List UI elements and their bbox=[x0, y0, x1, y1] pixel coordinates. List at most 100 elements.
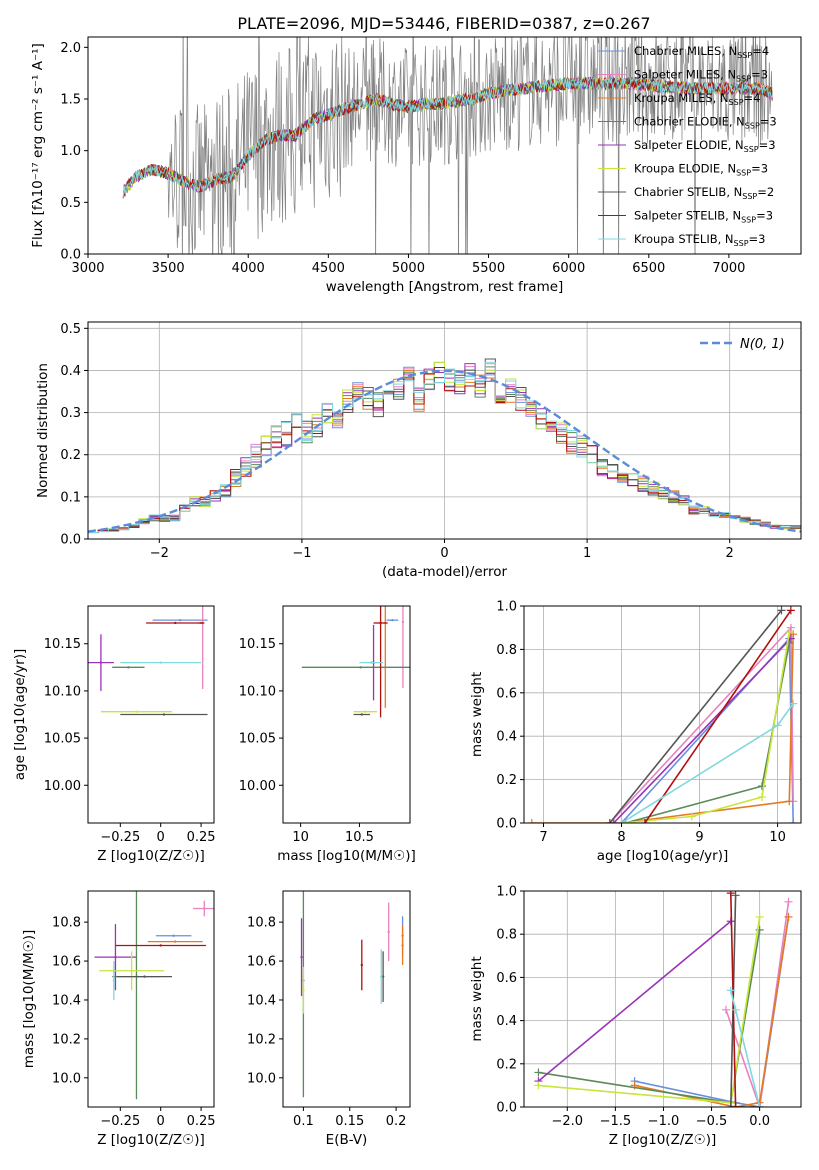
panel-mass-weight-vs-Z: −2.0 −1.5 −1.0 −0.5 0.0 0.0 0.2 0.4 0.6 0.8 1.0 Z [… bbox=[469, 885, 802, 1148]
x-tick-label: 0.25 bbox=[187, 1114, 216, 1129]
weight-marker bbox=[534, 1068, 543, 1077]
data-point bbox=[203, 907, 206, 910]
weight-marker bbox=[726, 986, 735, 995]
weight-marker bbox=[726, 1103, 735, 1107]
x-tick-label: 0.15 bbox=[335, 1114, 364, 1129]
data-point bbox=[380, 975, 383, 978]
weight-marker bbox=[527, 819, 536, 823]
x-tick-label: 7000 bbox=[712, 261, 745, 276]
data-point bbox=[364, 710, 367, 713]
weight-line bbox=[609, 625, 794, 823]
x-tick-label: 6000 bbox=[552, 261, 585, 276]
x-tick-label: 7 bbox=[539, 830, 547, 845]
x-tick-label: −2 bbox=[150, 546, 169, 561]
weight-marker bbox=[784, 897, 793, 906]
x-tick-label: 9 bbox=[695, 830, 703, 845]
axes-frame bbox=[87, 605, 215, 824]
x-axis-label: Z [log10(Z/Z☉)] bbox=[97, 1132, 205, 1148]
axes-frame bbox=[523, 605, 802, 824]
x-tick-label: −0.25 bbox=[100, 830, 140, 845]
legend: Chabrier MILES, NSSP=4 Salpeter MILES, NS… bbox=[598, 44, 777, 248]
weight-marker bbox=[789, 699, 798, 708]
x-tick-label: 8 bbox=[617, 830, 625, 845]
weight-marker bbox=[785, 797, 794, 806]
x-tick-label: 2 bbox=[726, 546, 734, 561]
data-point bbox=[387, 930, 390, 934]
y-tick-label: 10.10 bbox=[44, 684, 81, 699]
weight-marker bbox=[777, 606, 786, 615]
data-point bbox=[99, 661, 103, 664]
legend-entry: Salpeter STELIB, NSSP=3 bbox=[634, 209, 773, 225]
y-axis-label: age [log10(age/yr)] bbox=[12, 649, 28, 781]
x-tick-label: 0.2 bbox=[386, 1114, 407, 1129]
y-tick-label: 1.0 bbox=[496, 600, 517, 615]
y-tick-label: 0.0 bbox=[60, 248, 81, 263]
y-tick-label: 0.6 bbox=[496, 686, 517, 701]
plot-area bbox=[122, 37, 773, 254]
y-tick-label: 10.05 bbox=[44, 732, 81, 747]
weight-line bbox=[725, 901, 790, 1107]
weight-line bbox=[538, 929, 761, 1104]
y-tick-label: 0.0 bbox=[496, 1101, 517, 1116]
x-axis-label: (data-model)/error bbox=[382, 564, 508, 580]
legend-entry: Chabrier STELIB, NSSP=2 bbox=[634, 185, 774, 201]
y-tick-label: 0.2 bbox=[496, 1057, 517, 1072]
weight-line bbox=[537, 920, 732, 1082]
y-tick-label: 10.6 bbox=[247, 955, 276, 970]
panel-residuals: −2 −1 0 1 2 0.0 0.1 0.2 0.3 0.4 0.5 (data-model)/er… bbox=[35, 321, 802, 580]
y-tick-label: 1.5 bbox=[60, 93, 81, 108]
y-tick-label: 0.5 bbox=[60, 322, 81, 337]
figure-title: PLATE=2096, MJD=53446, FIBERID=0387, z=0… bbox=[237, 14, 650, 33]
weight-marker bbox=[640, 819, 649, 823]
y-axis-label: Flux [fλ10⁻¹⁷ erg cm⁻² s⁻¹ A⁻¹] bbox=[30, 43, 46, 248]
panel-mass-vs-EBV: 0.1 0.15 0.2 10.0 10.2 10.4 10.6 10.8 E(B-V) bbox=[247, 890, 411, 1148]
data-point bbox=[381, 975, 385, 978]
y-tick-label: 0.4 bbox=[496, 730, 517, 745]
data-point bbox=[379, 621, 382, 625]
data-point bbox=[369, 661, 373, 664]
data-point bbox=[360, 963, 363, 967]
weight-marker bbox=[784, 912, 793, 921]
y-tick-label: 0.4 bbox=[496, 1014, 517, 1029]
legend-entry: Salpeter MILES, NSSP=3 bbox=[634, 68, 768, 84]
y-axis-label: mass weight bbox=[469, 956, 485, 1041]
weight-marker bbox=[789, 819, 798, 823]
y-tick-label: 0.2 bbox=[496, 773, 517, 788]
weight-marker bbox=[605, 819, 614, 823]
weight-marker bbox=[731, 891, 740, 900]
data-point bbox=[300, 955, 303, 959]
plot-area bbox=[300, 891, 404, 1098]
axes-frame bbox=[282, 890, 411, 1108]
y-axis-label: mass weight bbox=[469, 672, 485, 757]
panel-age-vs-mass: 10 10.5 10.00 10.05 10.10 10.15 mass [log10(M/… bbox=[239, 605, 416, 864]
data-point bbox=[162, 713, 166, 716]
x-tick-label: 6500 bbox=[632, 261, 665, 276]
x-axis-label: Z [log10(Z/Z☉)] bbox=[97, 848, 205, 864]
data-point bbox=[401, 620, 405, 624]
x-tick-label: 5500 bbox=[472, 261, 505, 276]
y-tick-label: 10.15 bbox=[44, 637, 81, 652]
x-axis-label: Z [log10(Z/Z☉)] bbox=[609, 1132, 717, 1148]
x-tick-label: −0.5 bbox=[696, 1114, 728, 1129]
data-point bbox=[401, 944, 404, 947]
x-tick-label: −1.5 bbox=[600, 1114, 632, 1129]
y-tick-label: 10.2 bbox=[52, 1032, 81, 1047]
axes-frame bbox=[523, 890, 802, 1108]
plot-area bbox=[534, 891, 793, 1107]
x-tick-label: 10 bbox=[769, 830, 786, 845]
y-tick-label: 0.6 bbox=[496, 971, 517, 986]
y-tick-label: 10.8 bbox=[52, 916, 81, 931]
y-tick-label: 2.0 bbox=[60, 41, 81, 56]
weight-line bbox=[621, 631, 791, 823]
x-tick-label: −2.0 bbox=[551, 1114, 583, 1129]
panel-mass-weight-vs-age: 7 8 9 10 0.0 0.2 0.4 0.6 0.8 1.0 age [log10(age/yr… bbox=[469, 600, 802, 864]
weight-marker bbox=[757, 782, 766, 791]
legend-entry: Kroupa STELIB, NSSP=3 bbox=[634, 232, 765, 248]
y-tick-label: 10.10 bbox=[239, 684, 276, 699]
y-tick-label: 0.8 bbox=[496, 643, 517, 658]
axes-frame bbox=[87, 36, 802, 255]
data-point bbox=[112, 979, 116, 982]
plot-area bbox=[88, 606, 208, 716]
panel-age-vs-Z: −0.25 0 0.25 10.00 10.05 10.10 10.15 Z [log10(Z… bbox=[12, 605, 216, 864]
